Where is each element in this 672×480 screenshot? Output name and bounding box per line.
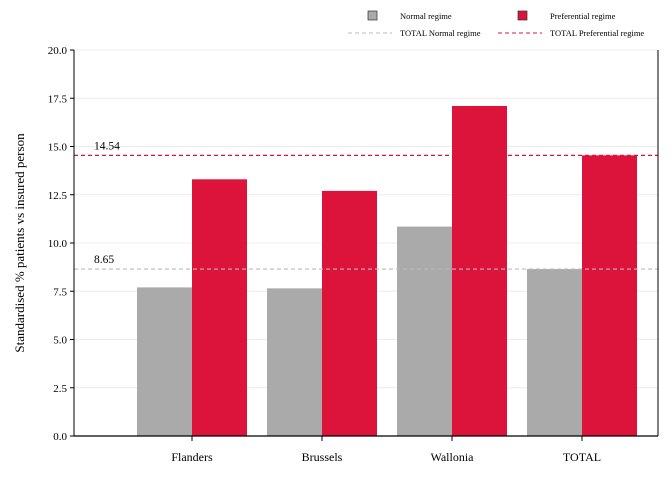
- y-tick-label: 17.5: [48, 93, 68, 105]
- reference-label-normal: 8.65: [94, 254, 114, 266]
- legend: Normal regime Preferential regime TOTAL No…: [348, 10, 644, 38]
- x-tick-label: Brussels: [302, 450, 343, 464]
- bar-preferential-wallonia: [452, 105, 507, 436]
- bar-normal-wallonia: [397, 226, 452, 436]
- x-tick-label: TOTAL: [563, 450, 601, 464]
- y-tick-label: 7.5: [53, 286, 67, 298]
- y-tick-label: 2.5: [53, 383, 67, 395]
- x-tick-label: Flanders: [171, 450, 213, 464]
- reference-label-preferential: 14.54: [94, 140, 120, 152]
- legend-swatch-preferential: [517, 10, 528, 21]
- bar-preferential-total: [582, 155, 637, 437]
- bar-normal-total: [527, 269, 582, 436]
- bar-preferential-brussels: [322, 190, 377, 436]
- bar-normal-brussels: [267, 288, 322, 436]
- y-tick-label: 20.0: [48, 45, 68, 57]
- y-tick-label: 10.0: [48, 238, 68, 250]
- legend-line-label-preferential: TOTAL Preferential regime: [550, 28, 644, 38]
- legend-line-label-normal: TOTAL Normal regime: [400, 28, 481, 38]
- bar-normal-flanders: [137, 287, 192, 436]
- y-tick-label: 0.0: [53, 431, 67, 443]
- y-tick-label: 5.0: [53, 335, 67, 347]
- bar-preferential-flanders: [192, 179, 247, 436]
- legend-swatch-normal: [367, 10, 378, 21]
- legend-label-normal: Normal regime: [400, 11, 452, 21]
- y-tick-label: 12.5: [48, 190, 68, 202]
- y-axis-label: Standardised % patients vs insured perso…: [12, 133, 27, 353]
- plot-area: 0.0 2.5 5.0 7.5 10.0 12.5 15.0 17.5 20.0 Flanders…: [12, 45, 659, 464]
- legend-label-preferential: Preferential regime: [550, 11, 616, 21]
- y-tick-label: 15.0: [48, 142, 68, 154]
- x-tick-label: Wallonia: [430, 450, 474, 464]
